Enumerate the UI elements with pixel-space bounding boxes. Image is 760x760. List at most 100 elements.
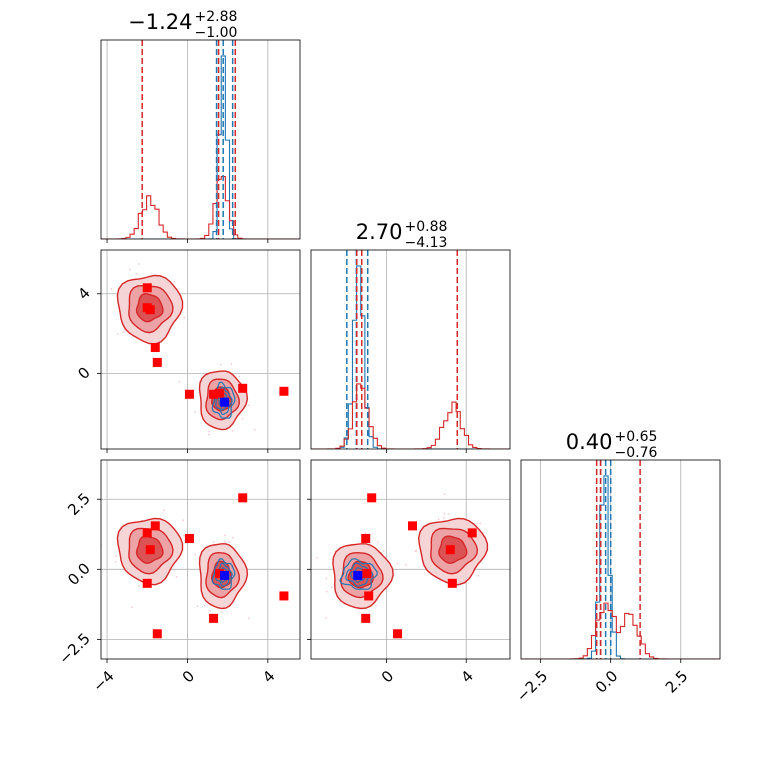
blue-histogram <box>101 55 300 239</box>
sample-point <box>396 562 399 565</box>
title-value: 0.40 <box>566 430 613 454</box>
x-tick-label: 4 <box>259 667 278 686</box>
sample-point <box>196 605 199 608</box>
title-lower: −0.76 <box>615 445 658 461</box>
marginal-title-3: 0.40 +0.65−0.76 <box>566 429 658 461</box>
sample-point <box>122 331 125 333</box>
sample-point <box>137 263 140 265</box>
sample-point <box>253 428 256 431</box>
red-marker <box>150 343 160 353</box>
sample-point <box>209 609 211 612</box>
title-value: −1.24 <box>128 10 192 34</box>
red-marker <box>215 388 225 398</box>
panel-frame <box>310 249 511 450</box>
sample-point <box>194 411 196 413</box>
sample-point <box>136 273 138 275</box>
sample-point <box>183 316 186 319</box>
y-tick-label: 2.5 <box>64 489 94 519</box>
red-marker <box>152 629 162 639</box>
sample-point <box>178 380 181 383</box>
sample-point <box>173 281 176 283</box>
marginal-panel-3: 0.40 +0.65−0.76 <box>520 429 721 660</box>
blue-contour <box>215 386 233 416</box>
red-marker <box>279 591 289 601</box>
sample-point <box>443 512 446 515</box>
panel-frame <box>100 249 301 450</box>
title-upper: +0.88 <box>405 219 448 235</box>
sample-point <box>241 417 244 420</box>
marginal-title-2: 2.70 +0.88−4.13 <box>356 219 448 251</box>
sample-point <box>128 268 131 271</box>
sample-point <box>224 540 226 543</box>
sample-point <box>220 363 222 366</box>
sample-point <box>248 617 250 620</box>
panel-frame <box>100 39 301 240</box>
sample-point <box>375 604 377 607</box>
sample-point <box>138 585 140 587</box>
sample-point <box>163 509 165 512</box>
joint-panel-2-1 <box>100 249 301 450</box>
sample-point <box>110 288 113 290</box>
red-marker <box>150 521 160 531</box>
y-tick-label: −2.5 <box>55 629 93 667</box>
red-marker <box>209 389 219 399</box>
panel-frame <box>100 459 301 660</box>
panel-frame <box>310 459 511 660</box>
y-tick-label: 0.0 <box>64 559 94 589</box>
red-marker <box>142 303 152 313</box>
marginal-title-1: −1.24 +2.88−1.00 <box>128 9 237 41</box>
sample-point <box>325 577 328 580</box>
sample-point <box>316 556 318 559</box>
sample-point <box>330 586 333 589</box>
blue-marker <box>220 570 230 580</box>
blue-contour <box>218 392 230 411</box>
sample-point <box>443 493 446 495</box>
sample-point <box>208 430 210 433</box>
red-histogram <box>521 602 720 659</box>
red-histogram <box>311 383 510 449</box>
sample-point <box>238 375 241 378</box>
sample-point <box>479 522 482 525</box>
sample-point <box>437 518 440 521</box>
red-marker <box>279 386 289 396</box>
sample-point <box>231 430 234 432</box>
sample-point <box>248 404 250 407</box>
sample-point <box>325 590 328 593</box>
y-tick-label: 0 <box>74 363 93 382</box>
sample-point <box>325 617 327 619</box>
red-marker <box>361 613 371 623</box>
red-marker <box>184 533 194 543</box>
red-marker <box>215 569 225 579</box>
sample-point <box>230 363 233 365</box>
blue-marker <box>220 397 230 407</box>
red-marker <box>142 283 152 293</box>
red-marker <box>145 545 155 555</box>
sample-point <box>232 536 234 539</box>
joint-panel-3-1 <box>100 459 301 660</box>
sample-point <box>477 574 479 577</box>
red-marker <box>367 493 377 503</box>
blue-contour <box>211 381 236 419</box>
sample-point <box>204 604 206 607</box>
red-marker <box>238 383 248 393</box>
red-marker <box>467 528 477 538</box>
red-marker <box>184 389 194 399</box>
title-upper: +2.88 <box>195 9 238 25</box>
sample-point <box>175 576 178 578</box>
x-tick-label: 0.0 <box>592 667 622 697</box>
x-tick-label: 0 <box>378 667 397 686</box>
sample-point <box>182 519 184 521</box>
sample-point <box>224 534 226 537</box>
red-marker <box>364 591 374 601</box>
x-tick-label: 4 <box>457 667 476 686</box>
sample-point <box>405 564 407 566</box>
red-marker <box>393 629 403 639</box>
title-value: 2.70 <box>356 220 403 244</box>
red-marker <box>447 578 457 588</box>
sample-point <box>114 561 117 563</box>
red-histogram <box>101 175 300 239</box>
sample-point <box>382 550 385 552</box>
sample-point <box>116 333 119 335</box>
joint-panel-3-2 <box>310 459 511 660</box>
